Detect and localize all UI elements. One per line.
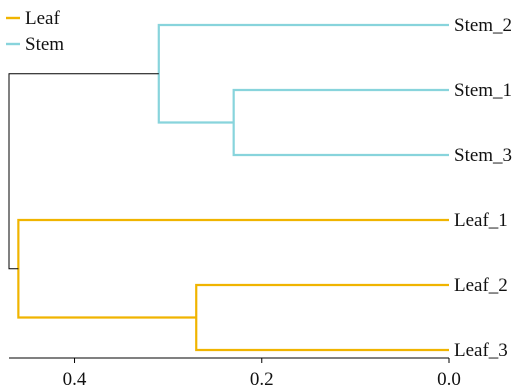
dendrogram-links [8,23,449,352]
leaf-label-leaf-3: Leaf_3 [454,340,508,361]
leaf-label-leaf-2: Leaf_2 [454,275,508,296]
dendrogram-link-3 [17,218,449,319]
leaf-labels: Stem_2 Stem_1 Stem_3 Leaf_1 Leaf_2 Leaf_3 [454,15,512,361]
legend: Leaf Stem [6,8,64,55]
leaf-label-stem-3: Stem_3 [454,145,512,166]
legend-label-stem: Stem [25,34,64,55]
dendrogram-link-4 [8,73,159,270]
dendrogram-link-2 [195,283,449,352]
leaf-label-leaf-1: Leaf_1 [454,210,508,231]
x-tick-label-0: 0.4 [63,369,87,390]
x-axis: 0.4 0.2 0.0 [9,357,461,390]
leaf-label-stem-1: Stem_1 [454,80,512,101]
dendrogram-link-0 [232,88,449,157]
dendrogram-link-1 [157,23,449,124]
x-tick-label-2: 0.0 [437,369,461,390]
x-tick-label-1: 0.2 [250,369,274,390]
legend-label-leaf: Leaf [25,8,60,29]
leaf-label-stem-2: Stem_2 [454,15,512,36]
